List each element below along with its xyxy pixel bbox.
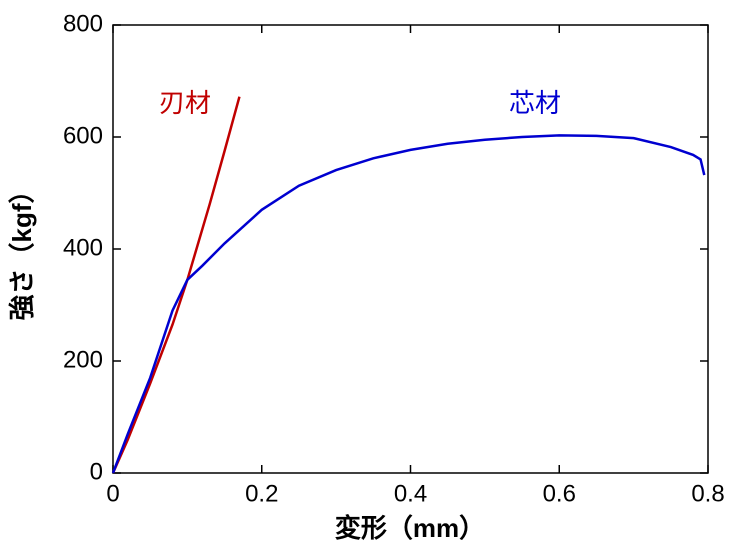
- y-tick-label: 0: [90, 458, 103, 485]
- x-tick-label: 0.2: [245, 480, 278, 507]
- y-tick-label: 800: [63, 10, 103, 37]
- x-tick-label: 0.4: [394, 480, 427, 507]
- series-label: 刃材: [159, 88, 211, 118]
- x-tick-label: 0: [106, 480, 119, 507]
- x-tick-label: 0.8: [691, 480, 724, 507]
- y-tick-label: 400: [63, 234, 103, 261]
- x-tick-label: 0.6: [543, 480, 576, 507]
- y-tick-label: 200: [63, 346, 103, 373]
- data-line: [111, 134, 706, 474]
- series-label: 芯材: [509, 88, 561, 118]
- data-line: [111, 96, 241, 474]
- y-axis-label: 強さ（kgf）: [7, 177, 37, 320]
- y-tick-label: 600: [63, 122, 103, 149]
- x-axis-label: 変形（mm）: [335, 513, 485, 543]
